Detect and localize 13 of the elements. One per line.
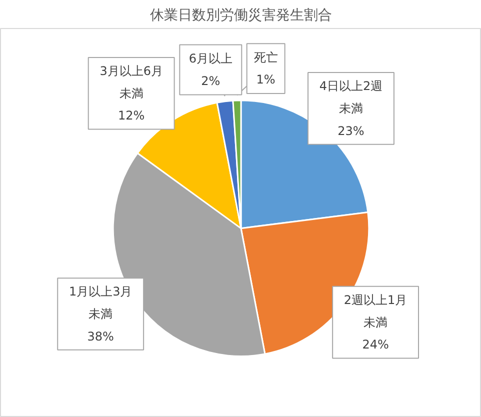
data-label: 12% [118, 108, 145, 123]
slice-label: 1月以上3月未満 [68, 284, 132, 321]
data-label: 38% [87, 329, 114, 344]
slice-label: 死亡 [254, 50, 278, 64]
data-label: 24% [362, 338, 389, 352]
slice-label: 2週以上1月未満 [344, 292, 408, 330]
data-label: 1% [256, 72, 276, 87]
slice-label: 4日以上2週未満 [319, 79, 383, 116]
data-label: 23% [338, 124, 364, 138]
data-label: 2% [201, 74, 220, 88]
slice-label: 3月以上6月未満 [100, 64, 163, 100]
chart-title: 休業日数別労働災害発生割合 [150, 8, 332, 24]
slice-label: 6月以上 [188, 52, 232, 66]
